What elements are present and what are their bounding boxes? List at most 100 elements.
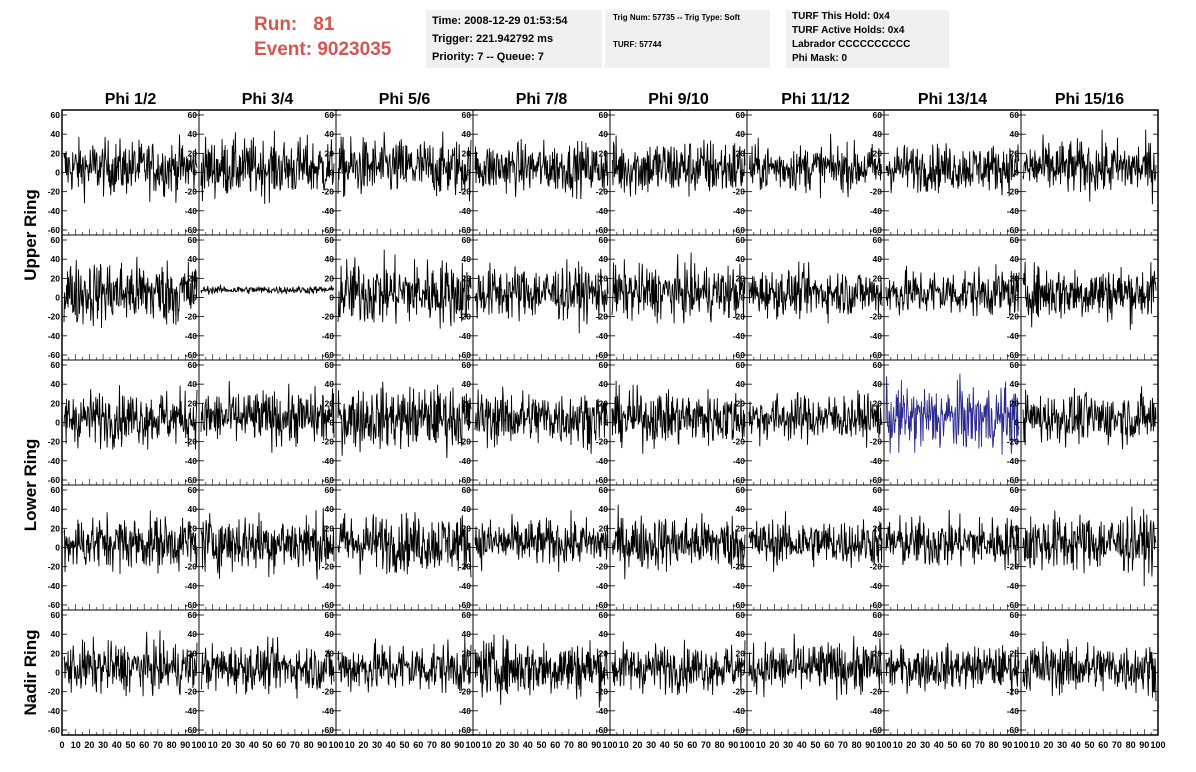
y-tick-label: 20 [325,273,335,283]
y-tick-label: 40 [188,129,198,139]
y-tick-label: 0 [192,543,197,553]
y-tick-label: 20 [51,648,61,658]
y-tick-label: 60 [873,360,883,370]
turf-this-hold-text: TURF This Hold: 0x4 [792,11,890,22]
x-tick-label: 50 [673,740,683,750]
y-tick-label: 0 [466,543,471,553]
x-tick-label: 100 [602,740,617,750]
waveform-trace [474,386,609,454]
y-tick-label: -40 [459,206,472,216]
column-header: Phi 5/6 [379,91,431,108]
column-header: Phi 3/4 [242,91,294,108]
x-tick-label: 30 [1057,740,1067,750]
y-tick-label: 60 [736,235,746,245]
y-tick-label: 40 [1010,129,1020,139]
y-tick-label: -40 [48,581,61,591]
y-tick-label: -40 [1007,456,1020,466]
y-tick-label: 0 [740,418,745,428]
y-tick-label: -20 [1007,187,1020,197]
y-tick-label: -20 [1007,562,1020,572]
y-tick-label: -60 [185,475,198,485]
x-tick-label: 90 [1139,740,1149,750]
y-tick-label: 0 [55,418,60,428]
waveform-trace [885,143,1020,197]
waveform-panel: 60 40 20 0 -20 -40 -60 [1007,609,1159,736]
y-tick-label: 40 [51,254,61,264]
waveform-trace [63,630,198,697]
y-tick-label: 40 [51,379,61,389]
y-tick-label: 0 [55,543,60,553]
y-tick-label: 40 [599,629,609,639]
x-tick-label: 90 [180,740,190,750]
y-tick-label: -40 [185,456,198,466]
y-tick-label: 0 [192,293,197,303]
y-tick-label: 0 [877,668,882,678]
x-tick-label: 70 [153,740,163,750]
y-tick-label: 40 [325,629,335,639]
y-tick-label: 20 [1010,148,1020,158]
waveform-trace [63,385,198,450]
y-tick-label: -60 [733,350,746,360]
x-tick-label: 100 [465,740,480,750]
x-tick-label: 40 [1071,740,1081,750]
y-tick-label: 40 [188,629,198,639]
y-tick-label: -20 [733,187,746,197]
waveform-panel: 60 40 20 0 -20 -40 -60 [322,109,474,236]
y-tick-label: 60 [51,235,61,245]
y-tick-label: -40 [596,456,609,466]
x-tick-label: 40 [797,740,807,750]
y-tick-label: 20 [736,523,746,533]
waveform-panel: 60 40 20 0 -20 -40 -60 [322,359,474,486]
x-tick-label: 80 [578,740,588,750]
y-tick-label: 40 [51,629,61,639]
y-tick-label: 20 [599,148,609,158]
waveform-trace [474,259,609,334]
y-tick-label: 0 [55,293,60,303]
y-tick-label: 60 [599,610,609,620]
y-tick-label: 20 [599,523,609,533]
y-tick-label: -40 [322,581,335,591]
y-tick-label: -40 [596,581,609,591]
y-tick-label: 20 [462,148,472,158]
y-tick-label: 20 [1010,273,1020,283]
waveform-panel: 60 40 20 0 -20 -40 -60 [733,609,885,736]
y-tick-label: 40 [736,129,746,139]
y-tick-label: 40 [462,629,472,639]
trigger-text: Trigger: 221.942792 ms [432,33,554,45]
row-group-label: Upper Ring [21,189,40,281]
waveform-panel: 60 40 20 0 -20 -40 -60 [48,109,200,236]
waveform-panel: 60 40 20 0 -20 -40 -60 [596,109,748,236]
x-tick-label: 20 [632,740,642,750]
y-tick-label: -60 [1007,350,1020,360]
y-tick-label: -60 [48,225,61,235]
y-tick-label: 60 [1010,110,1020,120]
x-tick-label: 50 [125,740,135,750]
waveform-panel: 60 40 20 0 -20 -40 -60 [459,609,611,736]
waveform-trace [611,135,746,197]
y-tick-label: 40 [599,504,609,514]
y-tick-label: 60 [1010,235,1020,245]
y-tick-label: 60 [462,360,472,370]
labrador-text: Labrador CCCCCCCCCC [792,39,911,50]
column-header: Phi 7/8 [516,91,568,108]
y-tick-label: 20 [599,648,609,658]
y-tick-label: 60 [462,610,472,620]
y-tick-label: 60 [1010,360,1020,370]
y-tick-label: 40 [1010,254,1020,264]
x-tick-label: 50 [536,740,546,750]
y-tick-label: 60 [51,110,61,120]
turf-active-holds-text: TURF Active Holds: 0x4 [792,25,905,36]
column-header: Phi 9/10 [648,91,709,108]
x-tick-label: 80 [1126,740,1136,750]
y-tick-label: 40 [188,379,198,389]
x-tick-label: 60 [550,740,560,750]
y-tick-label: -20 [459,562,472,572]
x-tick-label: 10 [893,740,903,750]
waveform-trace [611,380,746,454]
y-tick-label: 40 [325,254,335,264]
x-tick-label: 20 [84,740,94,750]
y-tick-label: -40 [596,706,609,716]
waveform-panel: 60 40 20 0 -20 -40 -60 [733,359,885,486]
y-tick-label: 60 [188,485,198,495]
run-event-header: Run: 81 Event: 9023035 [254,12,391,62]
